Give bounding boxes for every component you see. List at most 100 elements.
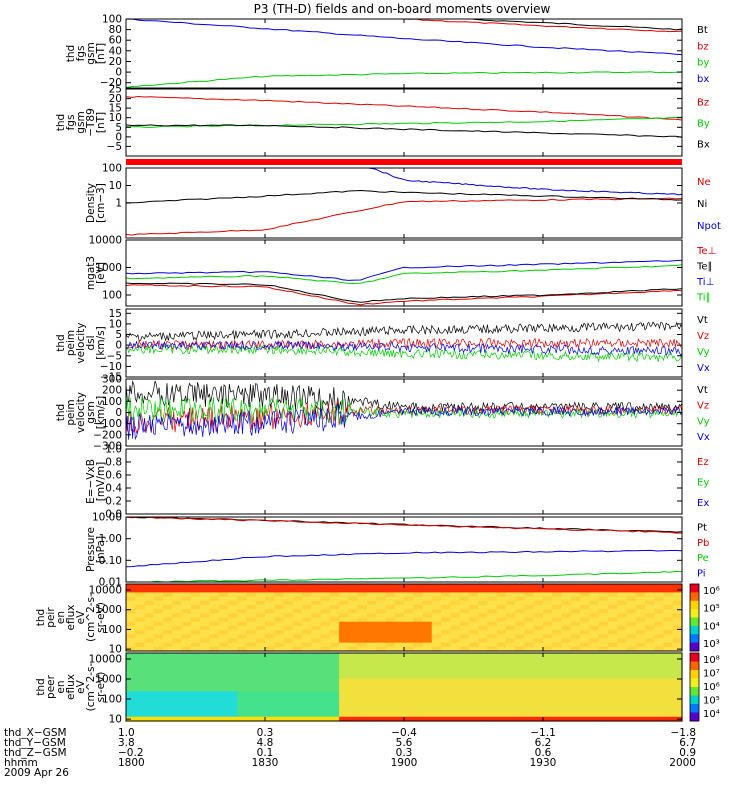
- heatmap-cell: [617, 584, 627, 589]
- heatmap-cell: [450, 617, 461, 623]
- heatmap-cell: [385, 691, 396, 697]
- heatmap-cell: [422, 661, 433, 667]
- heatmap-cell: [246, 625, 257, 631]
- heatmap-cell: [329, 716, 340, 722]
- y-tick-label: 1000: [95, 674, 122, 686]
- heatmap-cell: [450, 678, 461, 684]
- heatmap-cell: [441, 653, 451, 658]
- heatmap-cell: [227, 661, 238, 667]
- series-line: [125, 282, 683, 303]
- y-tick-label: −10: [100, 361, 122, 373]
- heatmap-cell: [413, 609, 424, 614]
- heatmap-cell: [190, 596, 201, 602]
- heatmap-cell: [487, 699, 498, 705]
- heatmap-cell: [413, 638, 424, 644]
- heatmap-cell: [524, 638, 535, 644]
- heatmap-cell: [144, 613, 155, 619]
- y-axis-label: eflux: [65, 674, 77, 700]
- panel-frame: [125, 448, 683, 515]
- heatmap-cell: [255, 653, 266, 658]
- y-tick-label: 10000: [89, 654, 122, 666]
- heatmap-cell: [237, 665, 248, 671]
- heatmap-cell: [626, 678, 637, 684]
- heatmap-cell: [644, 695, 655, 701]
- heatmap-cell: [227, 704, 238, 709]
- y-axis-label: sr-eV): [95, 672, 107, 703]
- heatmap-cell: [357, 670, 368, 675]
- heatmap-cell: [274, 661, 285, 667]
- heatmap-cell: [663, 592, 674, 598]
- heatmap-cell: [413, 708, 424, 714]
- heatmap-cell: [617, 716, 627, 722]
- heatmap-cell: [329, 592, 340, 598]
- heatmap-cell: [311, 661, 322, 667]
- heatmap-cell: [135, 617, 146, 623]
- heatmap-cell: [394, 621, 405, 627]
- heatmap-cell: [635, 678, 646, 684]
- heatmap-cell: [589, 596, 600, 602]
- heatmap-cell: [478, 708, 488, 714]
- heatmap-cell: [126, 625, 136, 631]
- heatmap-cell: [543, 674, 553, 680]
- heatmap-cell: [227, 634, 238, 640]
- heatmap-cell: [348, 687, 359, 692]
- heatmap-cell: [468, 708, 479, 714]
- heatmap-cell: [654, 678, 665, 684]
- heatmap-cell: [181, 609, 192, 614]
- heatmap-cell: [348, 699, 359, 705]
- heatmap-cell: [385, 687, 396, 692]
- heatmap-cell: [478, 712, 488, 718]
- heatmap-cell: [172, 695, 183, 701]
- heatmap-cell: [654, 646, 665, 652]
- heatmap-cell: [561, 682, 572, 688]
- heatmap-cell: [385, 621, 396, 627]
- heatmap-cell: [543, 638, 553, 644]
- heatmap-cell: [459, 712, 470, 718]
- heatmap-cell: [580, 604, 590, 610]
- heatmap-cell: [385, 596, 396, 602]
- heatmap-cell: [580, 596, 590, 602]
- heatmap-cell: [339, 708, 349, 714]
- heatmap-cell: [450, 653, 461, 658]
- heatmap-cell: [385, 712, 396, 718]
- heatmap-cell: [209, 621, 220, 627]
- heatmap-cell: [190, 642, 201, 648]
- heatmap-cell: [339, 653, 349, 658]
- heatmap-cell: [533, 708, 544, 714]
- heatmap-cell: [589, 657, 600, 663]
- heatmap-cell: [348, 653, 359, 658]
- heatmap-cell: [654, 638, 665, 644]
- heatmap-cell: [246, 638, 257, 644]
- heatmap-cell: [163, 604, 173, 610]
- heatmap-cell: [663, 638, 674, 644]
- heatmap-cell: [552, 630, 563, 635]
- heatmap-cell: [163, 642, 173, 648]
- heatmap-cell: [598, 653, 609, 658]
- heatmap-cell: [524, 625, 535, 631]
- heatmap-cell: [533, 665, 544, 671]
- heatmap-cell: [441, 642, 451, 648]
- heatmap-cell: [543, 646, 553, 652]
- heatmap-cell: [200, 592, 210, 598]
- heatmap-cell: [181, 646, 192, 652]
- heatmap-cell: [468, 600, 479, 606]
- colorbar-segment: [690, 592, 699, 602]
- heatmap-cell: [181, 604, 192, 610]
- heatmap-cell: [617, 604, 627, 610]
- panel-frame: [125, 516, 683, 583]
- heatmap-cell: [274, 670, 285, 675]
- heatmap-cell: [496, 691, 507, 697]
- heatmap-cell: [533, 704, 544, 709]
- heatmap-cell: [543, 712, 553, 718]
- heatmap-cell: [292, 704, 303, 709]
- heatmap-cell: [580, 621, 590, 627]
- heatmap-cell: [607, 592, 618, 598]
- heatmap-cell: [598, 584, 609, 589]
- heatmap-cell: [218, 682, 229, 688]
- heatmap-cell: [311, 592, 322, 598]
- heatmap-cell: [413, 604, 424, 610]
- heatmap-cell: [126, 695, 136, 701]
- heatmap-cell: [505, 613, 516, 619]
- heatmap-cell: [589, 625, 600, 631]
- heatmap-cell: [644, 642, 655, 648]
